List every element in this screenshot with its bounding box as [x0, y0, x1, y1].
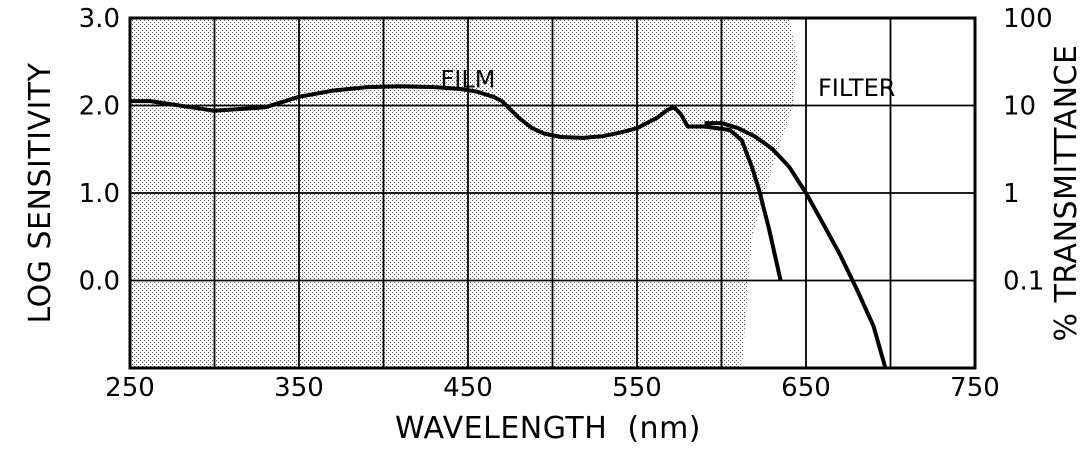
- x-tick-label: 650: [781, 373, 831, 403]
- annotations: FILM FILTER: [441, 65, 896, 102]
- y-tick-labels: 3.0 2.0 1.0 0.0: [79, 4, 120, 297]
- y-tick-label: 2.0: [79, 92, 120, 122]
- y2-tick-labels: 100 10 1 0.1: [1003, 4, 1053, 297]
- x-tick-label: 450: [443, 373, 493, 403]
- y-tick-label: 1.0: [79, 179, 120, 209]
- y-axis-title: LOG SENSITIVITY: [23, 62, 58, 323]
- y-tick-label: 0.0: [79, 267, 120, 297]
- y2-axis-title: % TRANSMITTANCE: [1049, 45, 1084, 342]
- y2-tick-label: 100: [1003, 4, 1053, 34]
- y2-tick-label: 1: [1003, 179, 1020, 209]
- x-tick-label: 550: [612, 373, 662, 403]
- x-tick-labels: 250 350 450 550 650 750: [105, 373, 1000, 403]
- annotation-film: FILM: [441, 65, 496, 93]
- x-tick-label: 350: [274, 373, 324, 403]
- grid: [130, 18, 975, 368]
- y2-tick-label: 0.1: [1003, 267, 1044, 297]
- filter-transmittance-line: [704, 121, 888, 368]
- y2-tick-label: 10: [1003, 92, 1036, 122]
- plot-frame: [128, 16, 977, 370]
- y-tick-label: 3.0: [79, 4, 120, 34]
- x-axis-title: WAVELENGTH (nm): [395, 411, 701, 446]
- x-tick-label: 250: [105, 373, 155, 403]
- annotation-filter: FILTER: [818, 74, 895, 102]
- x-tick-label: 750: [950, 373, 1000, 403]
- film-sensitivity-line: [130, 84, 783, 281]
